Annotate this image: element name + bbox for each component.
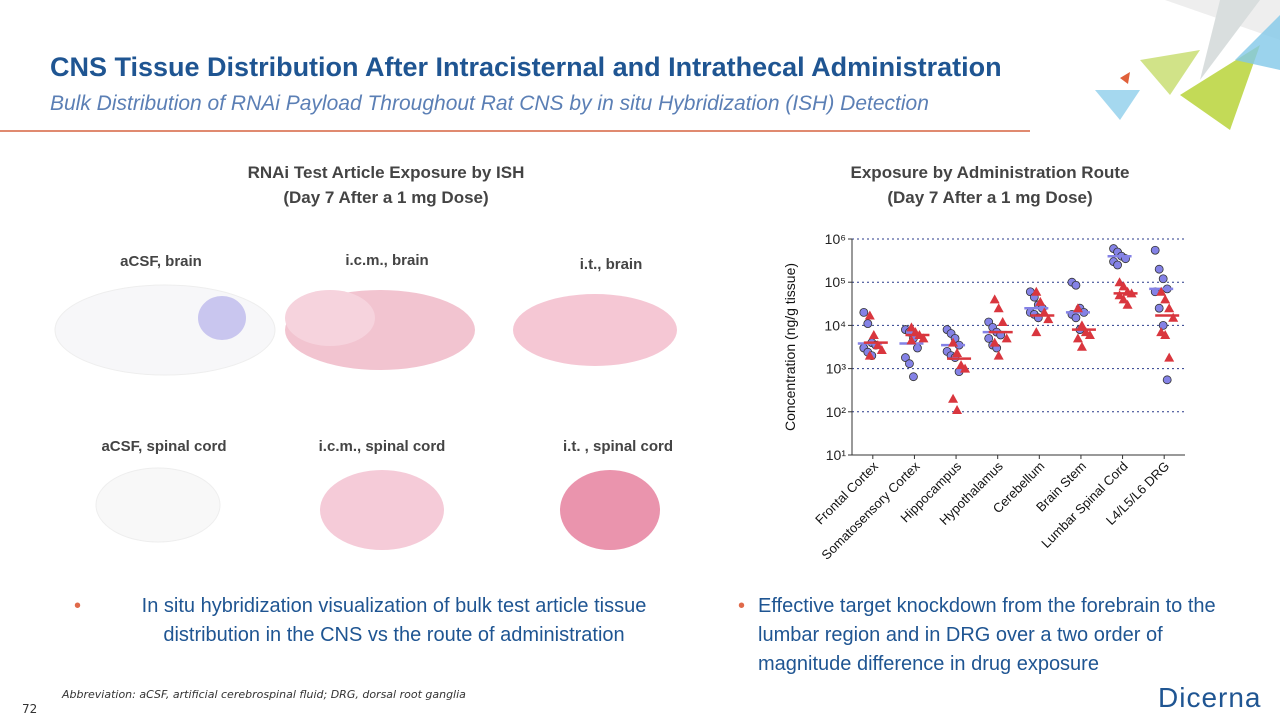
data-point: [960, 363, 971, 373]
data-point: [1164, 303, 1175, 313]
data-point: [1076, 341, 1087, 351]
data-point: [1071, 280, 1081, 290]
data-point: [918, 333, 929, 343]
data-point: [997, 316, 1008, 326]
data-point: [993, 303, 1004, 313]
data-point: [1122, 299, 1133, 309]
data-point: [1001, 333, 1012, 343]
chart-title: Exposure by Administration Route: [850, 163, 1130, 182]
data-point: [989, 337, 1000, 347]
data-point: [1114, 277, 1125, 287]
y-tick-label: 10¹: [826, 447, 847, 463]
data-point: [1072, 333, 1083, 343]
data-point: [952, 405, 963, 415]
data-point: [1114, 290, 1125, 300]
image-label: i.t., brain: [579, 256, 643, 273]
image-label: i.c.m., spinal cord: [318, 438, 446, 455]
data-point: [1031, 286, 1042, 296]
data-point: [1164, 352, 1175, 362]
slide-subtitle: Bulk Distribution of RNAi Payload Throug…: [50, 92, 929, 115]
page-number: 72: [22, 702, 38, 716]
image-label: i.t. , spinal cord: [562, 438, 674, 455]
data-point: [1039, 307, 1050, 317]
data-point: [1043, 314, 1054, 324]
data-point: [859, 307, 869, 317]
data-point: [863, 319, 873, 329]
data-point: [989, 294, 1000, 304]
data-point: [1162, 375, 1172, 385]
logo: Dicerna: [1158, 682, 1262, 713]
data-point: [1158, 320, 1168, 330]
y-tick-label: 10⁶: [825, 231, 846, 247]
data-point: [1158, 274, 1168, 284]
bullet: In situ hybridization visualization of b…: [74, 592, 694, 650]
image-label: i.c.m., brain: [345, 252, 429, 269]
panel-title: RNAi Test Article Exposure by ISH: [247, 163, 525, 182]
data-point: [948, 393, 959, 403]
data-point: [876, 344, 887, 354]
data-point: [1084, 329, 1095, 339]
data-point: [1118, 294, 1129, 304]
data-point: [1031, 327, 1042, 337]
slide-title: CNS Tissue Distribution After Intraciste…: [50, 52, 1002, 82]
data-point: [1072, 303, 1083, 313]
data-point: [1154, 264, 1164, 274]
data-point: [864, 350, 875, 360]
bullet: Effective target knockdown from the fore…: [738, 592, 1248, 679]
data-point: [913, 343, 922, 353]
data-point: [909, 372, 918, 382]
data-point: [984, 334, 994, 343]
data-point: [1160, 329, 1171, 339]
image-label: aCSF, brain: [120, 253, 202, 270]
y-tick-label: 10³: [826, 361, 847, 377]
y-tick-label: 10²: [826, 404, 847, 420]
data-point: [905, 359, 914, 369]
data-point: [1150, 245, 1160, 255]
data-point: [952, 347, 963, 357]
data-point: [1113, 260, 1122, 270]
data-point: [1118, 281, 1129, 291]
data-point: [1160, 294, 1171, 304]
data-point: [1071, 313, 1081, 323]
data-point: [1154, 303, 1164, 313]
data-point: [1076, 320, 1087, 330]
data-point: [868, 329, 879, 339]
data-point: [906, 322, 917, 332]
y-axis-label: Concentration (ng/g tissue): [782, 263, 798, 431]
data-point: [1168, 312, 1179, 322]
data-point: [948, 337, 959, 347]
data-point: [993, 350, 1004, 360]
data-point: [906, 335, 917, 345]
chart-subtitle: (Day 7 After a 1 mg Dose): [887, 188, 1093, 207]
y-tick-label: 10⁴: [824, 317, 846, 333]
data-point: [1156, 286, 1167, 296]
panel-subtitle: (Day 7 After a 1 mg Dose): [283, 188, 489, 207]
data-point: [1035, 296, 1046, 306]
data-point: [872, 340, 883, 350]
abbreviation: Abbreviation: aCSF, artificial cerebrosp…: [62, 688, 466, 701]
data-point: [901, 353, 910, 362]
y-tick-label: 10⁵: [825, 274, 846, 290]
image-label: aCSF, spinal cord: [101, 438, 227, 455]
data-point: [864, 310, 875, 320]
